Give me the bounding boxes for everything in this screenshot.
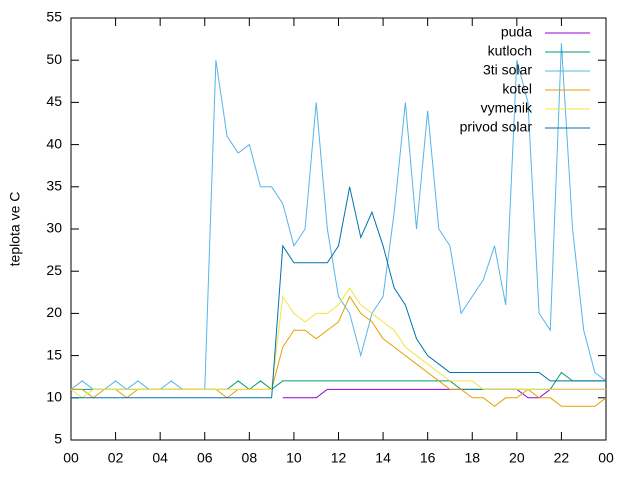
plot-border [70,17,607,441]
series-line [71,186,606,399]
x-tick-label: 06 [197,450,213,466]
x-tick-label: 00 [63,450,79,466]
y-axis-label: teplota ve C [7,192,23,267]
x-tick-label: 18 [464,450,480,466]
x-tick-label: 16 [420,450,436,466]
y-tick-label: 55 [46,9,62,25]
series-line [70,287,606,399]
y-tick-label: 25 [46,262,62,278]
x-tick-label: 00 [598,450,614,466]
x-tick-label: 20 [509,450,525,466]
y-tick-label: 30 [46,220,62,236]
y-tick-label: 45 [46,93,62,109]
legend-label: 3ti solar [483,62,532,78]
y-tick-label: 20 [46,304,62,320]
legend-label: puda [501,24,532,40]
x-tick-label: 10 [286,450,302,466]
y-tick-label: 10 [46,389,62,405]
x-tick-label: 14 [375,450,391,466]
x-tick-label: 22 [554,450,570,466]
y-tick-label: 15 [46,346,62,362]
y-tick-label: 50 [46,51,62,67]
x-tick-label: 04 [152,450,168,466]
y-tick-label: 35 [46,178,62,194]
y-tick-label: 40 [46,135,62,151]
legend-label: kutloch [488,43,532,59]
x-tick-label: 12 [331,450,347,466]
x-tick-label: 02 [108,450,124,466]
legend-label: kotel [502,81,532,97]
legend-label: vymenik [481,100,533,116]
y-tick-label: 5 [54,431,62,447]
legend-label: privod solar [460,119,533,135]
x-tick-label: 08 [242,450,258,466]
